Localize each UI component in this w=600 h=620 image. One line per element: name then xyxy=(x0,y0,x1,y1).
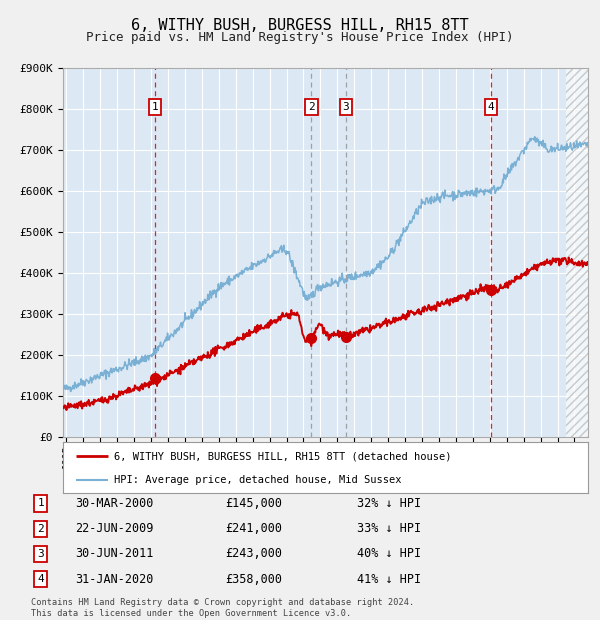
Text: 41% ↓ HPI: 41% ↓ HPI xyxy=(357,573,421,585)
Text: 33% ↓ HPI: 33% ↓ HPI xyxy=(357,523,421,535)
Text: 30-MAR-2000: 30-MAR-2000 xyxy=(75,497,154,510)
Text: 40% ↓ HPI: 40% ↓ HPI xyxy=(357,547,421,560)
Text: £358,000: £358,000 xyxy=(225,573,282,585)
Text: 6, WITHY BUSH, BURGESS HILL, RH15 8TT: 6, WITHY BUSH, BURGESS HILL, RH15 8TT xyxy=(131,18,469,33)
Text: 31-JAN-2020: 31-JAN-2020 xyxy=(75,573,154,585)
Text: £241,000: £241,000 xyxy=(225,523,282,535)
Text: 2: 2 xyxy=(37,524,44,534)
Text: Contains HM Land Registry data © Crown copyright and database right 2024.
This d: Contains HM Land Registry data © Crown c… xyxy=(31,598,415,618)
Text: 2: 2 xyxy=(308,102,315,112)
Text: 1: 1 xyxy=(152,102,158,112)
Text: £243,000: £243,000 xyxy=(225,547,282,560)
Text: 4: 4 xyxy=(488,102,494,112)
Text: 30-JUN-2011: 30-JUN-2011 xyxy=(75,547,154,560)
Text: £145,000: £145,000 xyxy=(225,497,282,510)
Text: 1: 1 xyxy=(37,498,44,508)
Text: HPI: Average price, detached house, Mid Sussex: HPI: Average price, detached house, Mid … xyxy=(115,475,402,485)
Text: 6, WITHY BUSH, BURGESS HILL, RH15 8TT (detached house): 6, WITHY BUSH, BURGESS HILL, RH15 8TT (d… xyxy=(115,451,452,461)
Text: 32% ↓ HPI: 32% ↓ HPI xyxy=(357,497,421,510)
Text: 3: 3 xyxy=(37,549,44,559)
Text: 4: 4 xyxy=(37,574,44,584)
Text: 22-JUN-2009: 22-JUN-2009 xyxy=(75,523,154,535)
Text: 3: 3 xyxy=(343,102,349,112)
Text: Price paid vs. HM Land Registry's House Price Index (HPI): Price paid vs. HM Land Registry's House … xyxy=(86,31,514,44)
